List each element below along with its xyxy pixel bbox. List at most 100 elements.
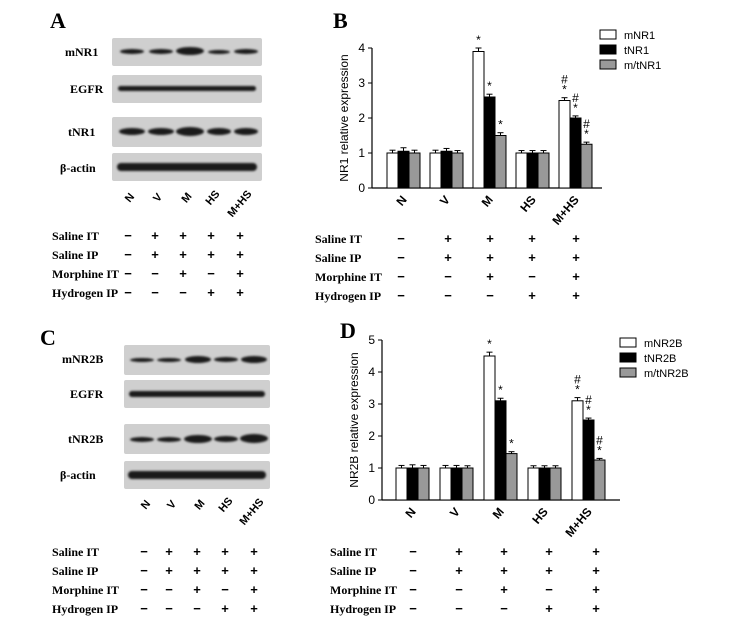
panel-letter-b: B [333, 8, 348, 33]
y-tick-label: 3 [358, 76, 365, 90]
bar [549, 467, 562, 501]
significance-mark: # [561, 73, 568, 87]
condition-symbol: + [165, 563, 173, 578]
condition-symbol: − [179, 285, 187, 300]
condition-symbol: − [151, 285, 159, 300]
condition-symbol: − [140, 582, 148, 597]
lane-label-c-hs: HS [216, 495, 236, 515]
condition-symbol: + [500, 582, 508, 597]
bar [461, 467, 474, 501]
y-tick-label: 0 [358, 181, 365, 195]
x-tick-label: M [490, 505, 507, 522]
x-tick-label: V [437, 193, 453, 208]
significance-mark: * [597, 443, 602, 457]
significance-mark: * [487, 337, 492, 351]
legend-swatch [619, 352, 637, 363]
bar [494, 400, 507, 501]
condition-symbol: − [528, 269, 536, 284]
condition-label-saline-ip: Saline IP [330, 564, 377, 578]
condition-symbol: + [545, 544, 553, 559]
condition-symbol: + [572, 288, 580, 303]
condition-symbol: + [151, 228, 159, 243]
blot-mnr2b [124, 345, 270, 375]
blot-label-tnr2b: tNR2B [68, 432, 104, 446]
condition-symbol: − [140, 544, 148, 559]
condition-symbol: + [250, 544, 258, 559]
bar [397, 150, 410, 189]
condition-label-saline-it: Saline IT [330, 545, 378, 559]
bar [472, 51, 485, 189]
x-tick-label: N [402, 505, 418, 521]
bar [417, 467, 430, 501]
condition-label-saline-it: Saline IT [315, 232, 363, 246]
panel-letter-d: D [340, 318, 356, 343]
bar [395, 467, 408, 501]
condition-label-morphine-it: Morphine IT [315, 270, 383, 284]
bar [483, 96, 496, 189]
condition-symbol: − [409, 582, 417, 597]
blot-egfr-c [124, 380, 270, 408]
condition-symbol: − [444, 269, 452, 284]
condition-label-saline-ip: Saline IP [315, 251, 362, 265]
condition-symbol: − [397, 288, 405, 303]
condition-symbol: − [545, 582, 553, 597]
condition-symbol: + [500, 544, 508, 559]
lane-label-a-mhs: M+HS [225, 188, 255, 220]
condition-label-saline-it: Saline IT [52, 545, 100, 559]
condition-symbol: + [592, 563, 600, 578]
bar [439, 467, 452, 501]
blot-egfr-a [112, 75, 262, 103]
legend-swatch [599, 29, 617, 40]
legend-label: m/tNR2B [644, 368, 689, 380]
condition-symbol: + [236, 247, 244, 262]
bar [505, 453, 518, 501]
condition-symbol: − [193, 601, 201, 616]
condition-symbol: + [528, 250, 536, 265]
bar [537, 152, 550, 189]
lane-label-c-mhs: M+HS [237, 496, 267, 528]
condition-symbol: + [207, 285, 215, 300]
condition-symbol: − [500, 601, 508, 616]
condition-symbol: − [397, 250, 405, 265]
bar [569, 117, 582, 189]
condition-symbol: − [397, 269, 405, 284]
bar [494, 135, 507, 189]
condition-symbol: + [545, 601, 553, 616]
blot-mnr1 [112, 38, 262, 66]
condition-symbol: + [486, 250, 494, 265]
condition-label-hydrogen-ip: Hydrogen IP [52, 602, 119, 616]
condition-symbol: + [500, 563, 508, 578]
condition-symbol: − [124, 266, 132, 281]
lane-label-c-m: M [192, 497, 208, 513]
legend-label: tNR2B [644, 353, 676, 365]
bar [593, 459, 606, 501]
condition-symbol: + [236, 285, 244, 300]
condition-symbol: − [140, 563, 148, 578]
condition-symbol: − [221, 582, 229, 597]
condition-symbol: + [250, 563, 258, 578]
condition-symbol: + [207, 247, 215, 262]
condition-symbol: + [193, 544, 201, 559]
significance-mark: * [584, 127, 589, 141]
condition-symbol: + [592, 544, 600, 559]
condition-symbol: + [250, 601, 258, 616]
blot-label-beta-actin-a: β-actin [60, 161, 96, 175]
y-axis-label: NR2B relative expression [350, 352, 361, 487]
condition-symbol: − [151, 266, 159, 281]
condition-label-saline-it: Saline IT [52, 229, 100, 243]
condition-symbol: + [486, 269, 494, 284]
significance-mark: * [586, 403, 591, 417]
condition-symbol: − [124, 228, 132, 243]
significance-mark: # [596, 433, 603, 447]
bar [386, 152, 399, 189]
condition-symbol: − [486, 288, 494, 303]
condition-symbol: + [444, 250, 452, 265]
blot-beta-actin-a [112, 153, 262, 181]
condition-symbol: − [124, 285, 132, 300]
condition-symbol: + [179, 247, 187, 262]
condition-symbol: − [165, 601, 173, 616]
condition-symbol: − [397, 231, 405, 246]
x-tick-label: N [393, 193, 409, 209]
condition-symbol: − [140, 601, 148, 616]
y-axis-label: NR1 relative expression [340, 54, 351, 181]
